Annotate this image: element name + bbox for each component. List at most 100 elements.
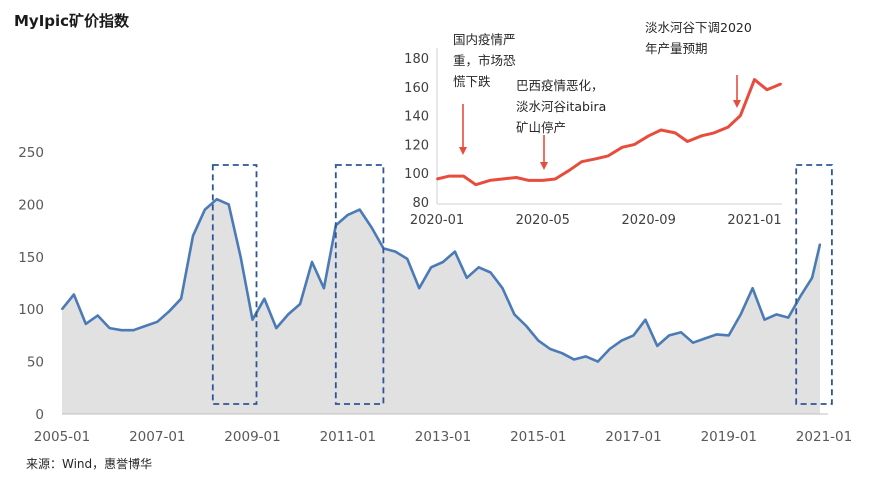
data-point xyxy=(430,266,432,269)
inset-y-tick-label: 140 xyxy=(404,110,429,125)
data-point xyxy=(323,287,325,290)
data-point xyxy=(120,329,123,332)
data-point xyxy=(632,334,635,337)
data-point xyxy=(727,334,730,337)
data-point xyxy=(763,318,766,321)
inset-data-point xyxy=(621,146,624,149)
x-tick-label: 2019-01 xyxy=(701,429,757,445)
x-tick-label: 2007-01 xyxy=(129,429,185,445)
data-point xyxy=(644,318,647,321)
inset-y-tick-label: 180 xyxy=(404,52,429,67)
data-point xyxy=(819,243,821,246)
data-point xyxy=(299,303,301,305)
data-point xyxy=(287,313,290,316)
inset-data-point xyxy=(686,140,689,143)
inset-data-point xyxy=(580,160,583,163)
data-point xyxy=(84,323,87,325)
x-tick-label: 2009-01 xyxy=(224,429,280,445)
inset-background xyxy=(431,40,786,224)
annotation-line: 淡水河谷itabira xyxy=(516,99,606,114)
area-fill xyxy=(62,199,820,414)
inset-x-tick-label: 2020-09 xyxy=(622,213,676,228)
y-tick-label: 0 xyxy=(35,407,44,423)
data-point xyxy=(680,331,682,334)
data-point xyxy=(787,316,790,319)
data-point xyxy=(61,308,63,311)
inset-data-point xyxy=(488,179,491,182)
inset-x-tick-label: 2020-01 xyxy=(410,213,464,228)
data-point xyxy=(620,339,623,342)
inset-data-point xyxy=(633,143,636,146)
y-tick-label: 100 xyxy=(18,302,44,318)
inset-data-point xyxy=(436,178,438,180)
y-tick-label: 150 xyxy=(18,250,44,266)
data-point xyxy=(751,287,754,290)
x-tick-label: 2011-01 xyxy=(320,429,376,445)
annotation-line: 巴西疫情恶化， xyxy=(516,78,604,93)
data-point xyxy=(96,314,99,317)
data-point xyxy=(477,266,480,269)
data-point xyxy=(465,276,468,279)
data-point xyxy=(454,250,456,253)
inset-data-point xyxy=(474,183,477,186)
data-point xyxy=(739,313,742,316)
data-point xyxy=(406,258,409,260)
data-point xyxy=(656,345,659,347)
annotation-line: 重，市场恐 xyxy=(453,53,516,68)
data-point xyxy=(108,327,111,329)
annotation-arrow-head xyxy=(733,100,741,108)
main-area-layer xyxy=(62,199,828,415)
data-point xyxy=(73,293,75,296)
data-point xyxy=(311,261,313,263)
data-point xyxy=(156,320,159,323)
data-point xyxy=(275,327,278,329)
data-point xyxy=(370,226,373,229)
inset-data-point xyxy=(594,157,597,160)
data-point xyxy=(192,234,194,237)
data-point xyxy=(501,287,504,290)
data-point xyxy=(799,295,802,298)
data-point xyxy=(418,287,421,290)
annotation-text: 巴西疫情恶化， 淡水河谷itabira 矿山停产 xyxy=(516,78,606,135)
data-point xyxy=(573,358,575,361)
inset-data-point xyxy=(568,169,571,172)
inset-data-point xyxy=(541,179,544,182)
inset-data-point xyxy=(765,88,768,91)
highlight-box xyxy=(334,164,385,405)
inset-data-point xyxy=(607,154,610,157)
inset-data-point xyxy=(515,176,518,179)
data-point xyxy=(144,325,147,327)
chart-title: MyIpic矿价指数 xyxy=(14,12,130,30)
annotation-line: 淡水河谷下调2020 xyxy=(645,20,752,35)
data-point xyxy=(180,297,183,300)
data-point xyxy=(168,310,171,313)
source-note: 来源：Wind，惠誉博华 xyxy=(26,456,152,471)
data-point xyxy=(263,297,266,300)
data-point xyxy=(394,250,397,253)
data-point xyxy=(358,208,361,211)
annotation-arrow-head xyxy=(459,147,467,155)
data-point xyxy=(596,360,599,363)
y-tick-label: 200 xyxy=(18,197,44,213)
data-point xyxy=(215,198,218,201)
inset-y-tick-label: 80 xyxy=(412,196,429,211)
inset-data-point xyxy=(700,134,703,137)
data-point xyxy=(715,333,718,336)
inset-data-point xyxy=(448,175,451,178)
annotation-line: 慌下跌 xyxy=(453,74,491,89)
y-tick-label: 250 xyxy=(18,145,44,161)
inset-data-point xyxy=(527,179,530,182)
annotation-line: 年产量预期 xyxy=(645,41,708,56)
inset-line-layer xyxy=(436,78,782,187)
x-tick-label: 2017-01 xyxy=(605,429,661,445)
data-point xyxy=(204,208,206,211)
annotation-line: 矿山停产 xyxy=(516,120,566,135)
highlight-box xyxy=(795,164,833,405)
inset-data-point xyxy=(647,134,650,137)
data-point xyxy=(489,271,492,274)
main-x-axis-ticks: 2005-01 2007-01 2009-01 2011-01 2013-01 2015-… xyxy=(34,429,852,445)
annotation-text: 淡水河谷下调2020 年产量预期 xyxy=(645,20,752,56)
x-tick-label: 2015-01 xyxy=(510,429,566,445)
